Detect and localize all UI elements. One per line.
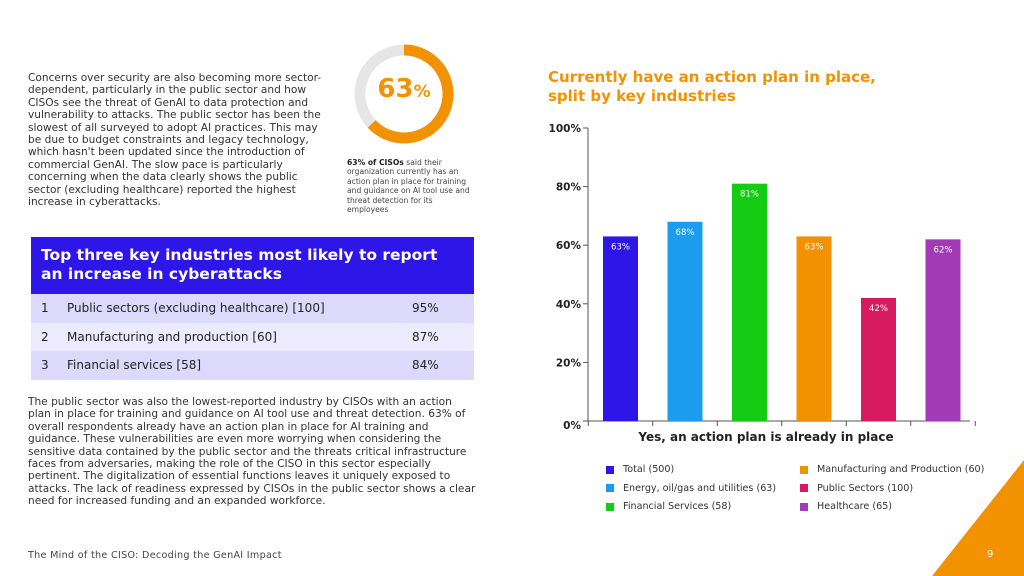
bar bbox=[732, 183, 767, 421]
legend-swatch bbox=[800, 465, 808, 474]
industries-table-title: Top three key industries most likely to … bbox=[31, 237, 474, 294]
legend-swatch bbox=[606, 465, 614, 474]
row-rank: 2 bbox=[41, 329, 49, 344]
legend-label: Energy, oil/gas and utilities (63) bbox=[623, 482, 777, 494]
y-tick-label: 0% bbox=[563, 420, 581, 432]
table-row: 3 Financial services [58] 84% bbox=[31, 351, 474, 380]
industries-table: Top three key industries most likely to … bbox=[31, 237, 474, 380]
intro-paragraph: Concerns over security are also becoming… bbox=[28, 72, 322, 209]
corner-accent-shape bbox=[932, 460, 1024, 576]
bar bbox=[861, 297, 896, 421]
stat-value: 63% bbox=[377, 74, 431, 104]
legend-swatch bbox=[800, 502, 808, 511]
stat-donut-ring bbox=[354, 44, 454, 144]
legend-label: Total (500) bbox=[623, 464, 675, 475]
legend-swatch bbox=[606, 502, 614, 511]
table-row: 1 Public sectors (excluding healthcare) … bbox=[31, 294, 474, 323]
bar bbox=[925, 239, 961, 421]
legend-item: Energy, oil/gas and utilities (63) bbox=[606, 483, 776, 494]
legend-label: Public Sectors (100) bbox=[817, 482, 914, 494]
donut-arc bbox=[354, 44, 454, 144]
stat-caption: 63% of CISOs said their organization cur… bbox=[347, 158, 473, 214]
legend-item: Manufacturing and Production (60) bbox=[800, 464, 984, 475]
footer-title: The Mind of the CISO: Decoding the GenAI… bbox=[28, 550, 282, 561]
y-tick-label: 20% bbox=[556, 357, 582, 369]
x-axis-label: Yes, an action plan is already in place bbox=[637, 430, 893, 444]
y-tick-label: 40% bbox=[556, 299, 582, 311]
chart-title: Currently have an action plan in place, … bbox=[548, 68, 876, 105]
bar-data-label: 81% bbox=[740, 190, 759, 200]
row-industry: Public sectors (excluding healthcare) [1… bbox=[67, 301, 325, 316]
legend-swatch bbox=[606, 484, 614, 492]
bar bbox=[603, 236, 638, 421]
bar-data-label: 68% bbox=[676, 228, 695, 238]
bar-data-label: 42% bbox=[869, 304, 888, 314]
page-number: 9 bbox=[987, 549, 994, 560]
bar bbox=[796, 236, 832, 421]
y-tick-label: 80% bbox=[556, 182, 582, 194]
bar-data-label: 62% bbox=[934, 245, 953, 255]
legend-label: Financial Services (58) bbox=[623, 501, 732, 512]
y-tick-label: 60% bbox=[556, 240, 582, 252]
row-value: 87% bbox=[412, 329, 439, 344]
body-paragraph: The public sector was also the lowest-re… bbox=[28, 396, 476, 508]
row-industry: Financial services [58] bbox=[67, 358, 202, 373]
stat-caption-bold: 63% of CISOs bbox=[347, 158, 404, 167]
bar-data-label: 63% bbox=[805, 242, 824, 252]
row-value: 95% bbox=[412, 301, 439, 316]
stat-caption-rest: said their organization currently has an… bbox=[347, 158, 470, 215]
bar bbox=[667, 221, 703, 421]
legend-swatch bbox=[800, 484, 808, 492]
legend-item: Public Sectors (100) bbox=[800, 483, 913, 494]
legend-label: Healthcare (65) bbox=[817, 501, 893, 512]
row-industry: Manufacturing and production [60] bbox=[67, 329, 277, 344]
legend-label: Manufacturing and Production (60) bbox=[817, 464, 985, 475]
row-rank: 3 bbox=[41, 358, 49, 373]
legend-item: Financial Services (58) bbox=[606, 501, 731, 512]
bar-chart: 0% 20% 40% 60% 80% 100% 63% 68% 81% 63% 42% 62% Yes,… bbox=[549, 123, 976, 444]
table-row: 2 Manufacturing and production [60] 87% bbox=[31, 322, 474, 351]
legend-item: Healthcare (65) bbox=[800, 501, 892, 512]
y-tick-label: 100% bbox=[549, 123, 582, 135]
bar-data-label: 63% bbox=[611, 242, 630, 252]
row-value: 84% bbox=[412, 358, 439, 373]
legend-item: Total (500) bbox=[606, 464, 674, 475]
row-rank: 1 bbox=[41, 301, 49, 316]
